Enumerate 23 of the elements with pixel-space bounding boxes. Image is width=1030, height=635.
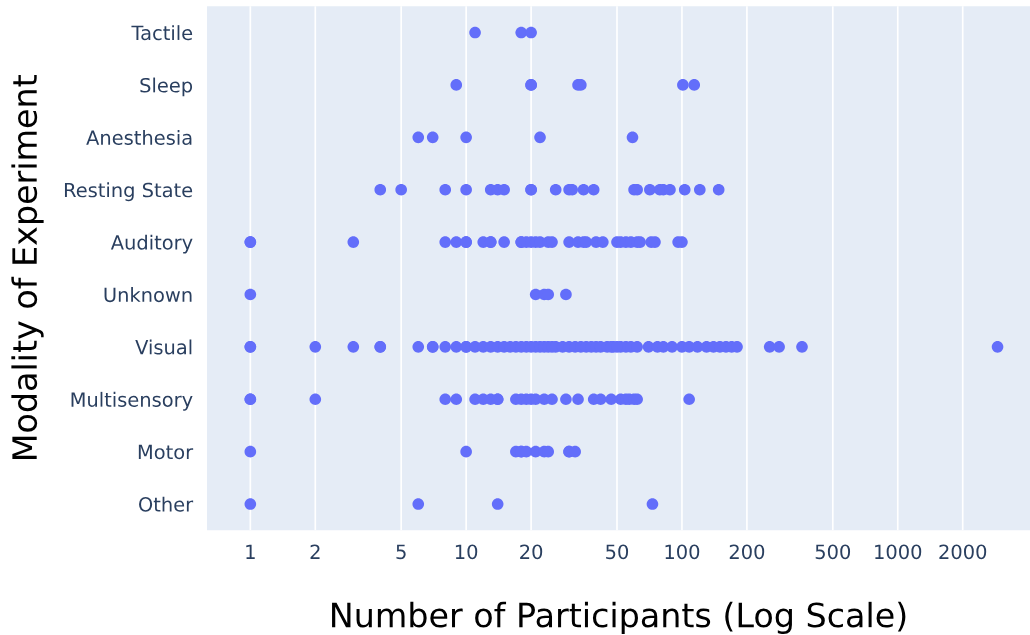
x-tick-label: 200 <box>729 544 765 560</box>
y-axis-title: Modality of Experiment <box>11 75 44 460</box>
y-tick-label: Resting State <box>64 182 193 202</box>
x-tick-label: 5 <box>396 544 406 560</box>
y-tick-label: Unknown <box>104 287 192 303</box>
x-tick-label: 500 <box>815 544 851 560</box>
y-tick-label: Auditory <box>110 234 193 254</box>
y-tick-label: Sleep <box>140 77 193 97</box>
y-tick-label: Multisensory <box>71 391 193 411</box>
x-axis-title: Number of Participants (Log Scale) <box>332 601 906 635</box>
y-tick-label: Tactile <box>131 25 193 41</box>
x-tick-label: 1 <box>246 544 255 559</box>
y-tick-label: Other <box>139 496 194 512</box>
y-tick-label: Motor <box>138 444 194 460</box>
x-tick-label: 50 <box>606 544 629 560</box>
x-tick-label: 100 <box>665 544 700 560</box>
x-tick-label: 2 <box>310 544 320 559</box>
x-tick-label: 1000 <box>875 544 922 560</box>
y-tick-label: Visual <box>135 339 192 355</box>
y-tick-label: Anesthesia <box>86 129 192 145</box>
x-tick-label: 10 <box>455 544 478 560</box>
x-tick-label: 2000 <box>939 544 987 560</box>
x-tick-label: 20 <box>520 544 543 560</box>
